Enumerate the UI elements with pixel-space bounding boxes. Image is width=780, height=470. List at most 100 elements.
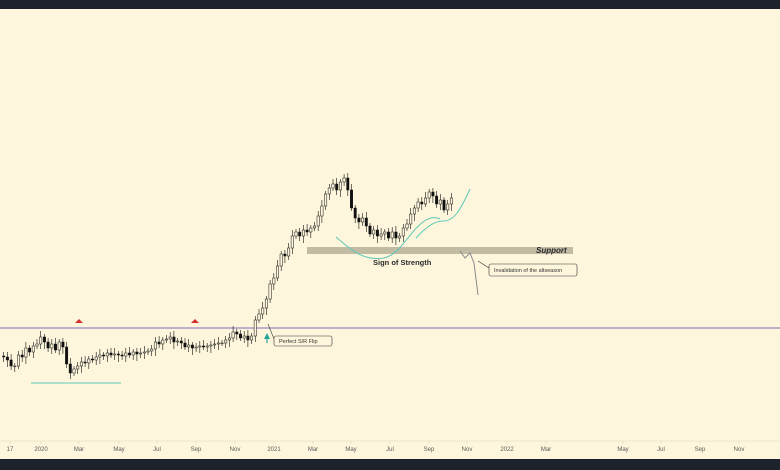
candle-body xyxy=(235,331,239,335)
top-marker-mar-2020 xyxy=(75,319,83,323)
candle-body xyxy=(24,347,28,358)
candle-body xyxy=(54,343,57,351)
candle-body xyxy=(268,283,272,300)
price-chart[interactable]: Support Sign of Strength Perfect S/R Fli… xyxy=(0,9,780,459)
candle-body xyxy=(190,344,194,349)
candle-body xyxy=(264,298,268,309)
candle-body xyxy=(398,235,402,239)
candle-body xyxy=(412,207,416,215)
x-tick-label: May xyxy=(113,447,124,453)
candle-body xyxy=(113,353,117,356)
x-tick-label: Sep xyxy=(695,447,706,453)
x-tick-label: Mar xyxy=(74,447,84,453)
support-label: Support xyxy=(536,246,567,255)
candle-body xyxy=(390,231,394,239)
perfect-sr-flip-callout: Perfect S/R Flip xyxy=(267,323,333,347)
candle-body xyxy=(379,233,383,237)
candle-body xyxy=(131,351,135,356)
candle-body xyxy=(287,247,291,257)
invalidation-callout: Invalidation of the altseason xyxy=(477,260,578,277)
candle-body xyxy=(290,235,294,249)
candle-body xyxy=(168,336,172,340)
candlestick-series xyxy=(2,173,453,379)
candle-body xyxy=(242,335,246,339)
invalidation-path xyxy=(459,250,479,296)
candle-body xyxy=(250,335,254,341)
candle-body xyxy=(401,227,405,237)
candle-body xyxy=(372,229,376,235)
candle-body xyxy=(35,343,39,347)
candle-body xyxy=(361,217,365,223)
candle-body xyxy=(409,213,413,225)
x-tick-label: 2021 xyxy=(267,447,281,453)
x-tick-label: May xyxy=(617,447,628,453)
candle-body xyxy=(357,217,361,223)
candle-body xyxy=(394,231,398,239)
candle-body xyxy=(9,359,13,367)
x-tick-label: Sep xyxy=(424,447,435,453)
x-tick-label: Nov xyxy=(230,447,241,453)
projection-curve-future xyxy=(415,188,471,239)
candle-body xyxy=(50,343,54,349)
candle-body xyxy=(13,365,17,368)
candle-body xyxy=(187,344,191,348)
candle-body xyxy=(28,347,32,353)
candle-body xyxy=(139,352,143,355)
candle-body xyxy=(79,361,83,367)
candle-body xyxy=(202,345,205,348)
candle-body xyxy=(135,351,139,355)
top-marker-sep-2020 xyxy=(191,319,199,323)
candle-body xyxy=(91,358,94,361)
candle-body xyxy=(172,336,176,343)
invalidation-text: Invalidation of the altseason xyxy=(494,268,562,274)
x-tick-label: Jul xyxy=(386,447,394,453)
candle-body xyxy=(364,217,368,227)
candle-body xyxy=(2,355,6,358)
candle-body xyxy=(205,345,209,348)
x-tick-label: Mar xyxy=(308,447,318,453)
candle-body xyxy=(42,336,46,343)
x-tick-label: Sep xyxy=(191,447,202,453)
x-tick-label: Nov xyxy=(734,447,745,453)
candle-body xyxy=(224,339,228,344)
x-tick-label: 2020 xyxy=(34,447,48,453)
candle-body xyxy=(276,265,279,279)
support-zone xyxy=(307,247,573,254)
candle-body xyxy=(17,354,20,367)
candle-body xyxy=(387,231,390,239)
candle-body xyxy=(83,361,87,364)
candle-body xyxy=(253,319,257,337)
candle-body xyxy=(57,341,61,351)
candle-body xyxy=(346,177,350,191)
candle-body xyxy=(213,343,217,346)
candle-body xyxy=(257,313,261,321)
candle-body xyxy=(183,342,187,348)
candle-body xyxy=(142,351,146,354)
candle-body xyxy=(449,197,453,205)
candle-body xyxy=(120,354,124,357)
candle-body xyxy=(109,352,113,356)
candle-body xyxy=(246,335,250,341)
candle-body xyxy=(420,201,424,205)
candle-body xyxy=(301,229,305,237)
candle-body xyxy=(68,363,72,374)
candle-body xyxy=(309,227,313,233)
candle-body xyxy=(65,346,69,365)
candle-body xyxy=(198,345,202,348)
candle-body xyxy=(435,195,439,205)
candle-body xyxy=(383,231,387,235)
candle-body xyxy=(320,205,324,217)
candle-body xyxy=(279,253,283,267)
candle-body xyxy=(153,341,157,350)
candle-body xyxy=(179,340,183,344)
candle-body xyxy=(102,354,106,357)
candle-body xyxy=(116,353,120,356)
candle-body xyxy=(231,331,235,339)
candle-body xyxy=(216,342,220,345)
candle-body xyxy=(405,223,409,229)
x-tick-label: 17 xyxy=(7,447,14,453)
candle-body xyxy=(261,307,265,315)
candle-body xyxy=(72,368,76,374)
candle-body xyxy=(105,352,109,357)
candle-body xyxy=(124,352,128,357)
